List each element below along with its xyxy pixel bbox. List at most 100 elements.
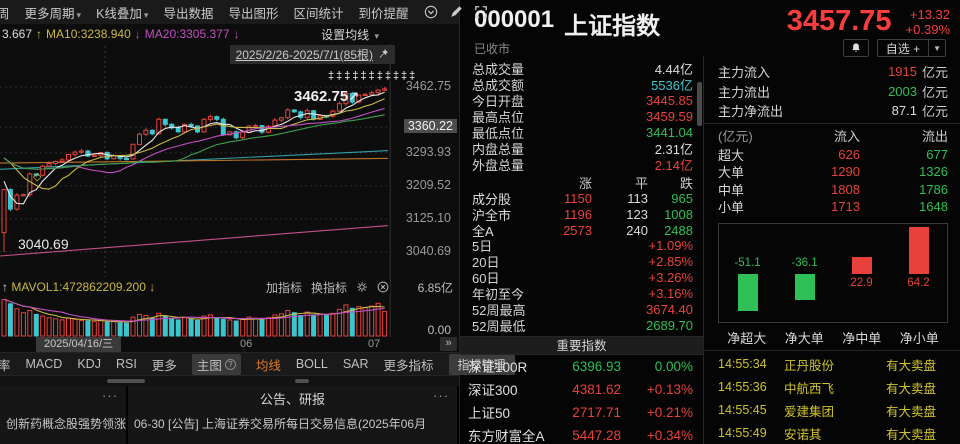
- indicator-tab-率[interactable]: 率: [0, 358, 11, 373]
- flow-label: 主力净流出: [718, 104, 784, 120]
- flow-label: 主力流入: [718, 65, 771, 81]
- close-indicator-icon[interactable]: [377, 281, 389, 293]
- scrollbar-thumb[interactable]: [295, 379, 309, 383]
- indices-scrollbar-thumb[interactable]: [697, 82, 702, 126]
- alert-stock-name: 爱建集团: [784, 404, 835, 419]
- indicator-tab-MACD[interactable]: MACD: [25, 357, 63, 371]
- indicator-tab-BOLL[interactable]: BOLL: [295, 357, 328, 371]
- indicator-tab-KDJ[interactable]: KDJ: [77, 357, 101, 371]
- volume-chart[interactable]: 0.00: [0, 295, 459, 337]
- toolbar-item-6[interactable]: 区间统计: [293, 6, 344, 21]
- alert-stock-name: 中航西飞: [784, 381, 835, 396]
- hot-topic-item[interactable]: 创新药概念股强势领涨: [6, 417, 126, 431]
- stat-row: 外盘总量 2.14亿: [472, 157, 693, 173]
- arrow-up-right-icon: ↗: [348, 89, 360, 104]
- switch-indicator-button[interactable]: 换指标: [310, 280, 347, 295]
- perf-row: 52周最低 2689.70: [472, 318, 693, 334]
- gear-icon[interactable]: [356, 281, 368, 293]
- index-value: 5447.28: [572, 427, 621, 443]
- alert-event: 有大卖盘: [886, 381, 937, 396]
- stat-row: 总成交额 5536亿: [472, 76, 693, 93]
- add-indicator-button[interactable]: 加指标: [265, 280, 302, 295]
- candlestick-chart[interactable]: 2025/2/26-2025/7/1(85根) ‡‡‡‡‡‡‡‡‡‡‡ 3462…: [0, 44, 459, 279]
- stat-value: 3459.59: [646, 108, 693, 124]
- divider: [704, 122, 960, 124]
- more-menu-icon[interactable]: ···: [102, 388, 118, 403]
- indicator-tab-更多[interactable]: 更多: [151, 358, 177, 373]
- toolbar-item-4[interactable]: 导出数据: [163, 6, 214, 21]
- toolbar-item-3[interactable]: K线叠加 ▾: [96, 6, 149, 21]
- flow-table-header: (亿元) 流入 流出: [718, 126, 948, 145]
- trade-alert-row[interactable]: 14:55:45 爱建集团 有大卖盘: [718, 399, 948, 422]
- axis-expand-button[interactable]: »: [440, 337, 457, 351]
- indicator-tab-SAR[interactable]: SAR: [342, 357, 369, 371]
- scrollbar-thumb[interactable]: [107, 379, 145, 383]
- inflow-value: 626: [838, 146, 860, 162]
- index-percent: +0.21%: [646, 404, 693, 420]
- index-row[interactable]: 上证50 2717.71 +0.21%: [460, 401, 703, 424]
- flow-value: 1915: [888, 64, 917, 80]
- perf-value: +1.09%: [648, 237, 693, 253]
- toolbar-item-2[interactable]: 更多周期 ▾: [24, 6, 82, 21]
- hot-topics-header: ···: [0, 386, 126, 410]
- indicator-manage-button[interactable]: 指标管理: [448, 353, 515, 375]
- indicator-tab-均线[interactable]: 均线: [255, 358, 281, 373]
- index-row[interactable]: 东方财富全A 5447.28 +0.34%: [460, 424, 703, 444]
- price-axis-tick: 3293.93: [405, 145, 451, 159]
- announcements-panel: 公告、研报 ··· 06-30 [公告] 上海证券交易所每日交易信息(2025年0…: [128, 386, 457, 444]
- trade-alert-row[interactable]: 14:55:36 中航西飞 有大卖盘: [718, 376, 948, 399]
- peak-price-label: 3462.75↗: [294, 88, 360, 105]
- index-row[interactable]: 深证300 4381.62 +0.13%: [460, 378, 703, 401]
- stock-code: 000001: [474, 6, 555, 33]
- market-stats-column: 总成交量 4.44亿 总成交额 5536亿 今日开盘 3445.85 最高点位 3459.59…: [460, 56, 704, 444]
- indicator-tab-更多指标[interactable]: 更多指标: [383, 358, 434, 373]
- collapse-circle-icon[interactable]: [424, 5, 438, 19]
- chart-scrollbar[interactable]: [0, 376, 459, 386]
- ma-settings-button[interactable]: 设置均线 ▾: [321, 27, 379, 42]
- date-range-tag[interactable]: 2025/2/26-2025/7/1(85根): [229, 45, 395, 64]
- index-value: 6396.93: [572, 358, 621, 374]
- help-circle-icon[interactable]: ?: [224, 358, 236, 370]
- alert-event: 有大卖盘: [886, 427, 937, 442]
- outflow-value: 1786: [919, 181, 948, 197]
- alert-bell-button[interactable]: [842, 39, 869, 57]
- updown-label: 沪全市: [472, 207, 512, 223]
- toolbar-item-5[interactable]: 导出图形: [228, 6, 279, 21]
- order-size-label: 超大: [718, 147, 745, 163]
- perf-row: 5日 +1.09%: [472, 237, 693, 254]
- up-count: 2573: [563, 222, 592, 238]
- index-row[interactable]: 深证100R 6396.93 0.00%: [460, 355, 703, 378]
- flow-table-header-cell: (亿元): [718, 128, 753, 144]
- indicator-tab-主图[interactable]: 主图?: [191, 353, 241, 375]
- pin-icon[interactable]: [378, 48, 389, 62]
- net-flow-bar-chart: -51.1 -36.1 22.9 64.2: [718, 222, 948, 323]
- updown-label: 成分股: [472, 191, 512, 207]
- order-size-label: 小单: [718, 200, 745, 216]
- fullscreen-icon[interactable]: [474, 5, 488, 19]
- quote-panels: 总成交量 4.44亿 总成交额 5536亿 今日开盘 3445.85 最高点位 3459.59…: [460, 56, 960, 444]
- more-menu-icon[interactable]: ···: [433, 388, 449, 403]
- indicator-tab-RSI[interactable]: RSI: [115, 357, 137, 371]
- toolbar-item-7[interactable]: 到价提醒: [358, 6, 409, 21]
- trade-alert-row[interactable]: 14:55:34 正丹股份 有大卖盘: [718, 353, 948, 376]
- perf-value: +3.16%: [648, 285, 693, 301]
- down-count: 965: [671, 190, 693, 206]
- perf-label: 20日: [472, 254, 500, 270]
- toolbar-item-1[interactable]: 周: [0, 6, 10, 21]
- perf-label: 52周最高: [472, 302, 526, 318]
- bottom-news-panels: ··· 创新药概念股强势领涨 公告、研报 ··· 06-30 [公告] 上海证券交…: [0, 386, 459, 444]
- date-range-label: 2025/2/26-2025/7/1(85根): [235, 48, 373, 62]
- announcements-header: 公告、研报 ···: [128, 386, 457, 410]
- add-watchlist-button[interactable]: 自选 +: [878, 39, 930, 57]
- bell-icon: [851, 43, 860, 52]
- watchlist-dropdown-button[interactable]: ▼: [933, 43, 941, 53]
- alert-event: 有大卖盘: [886, 358, 937, 373]
- draw-pen-icon[interactable]: [449, 5, 463, 19]
- updown-row: 全A 2573 240 2488: [472, 221, 693, 239]
- net-flow-bar: [851, 256, 872, 274]
- index-name: 东方财富全A: [468, 429, 545, 444]
- alert-time: 14:55:36: [718, 380, 767, 395]
- announcement-item[interactable]: 06-30 [公告] 上海证券交易所每日交易信息(2025年06月: [134, 417, 427, 431]
- trade-alert-row[interactable]: 14:55:49 安诺其 有大卖盘: [718, 422, 948, 444]
- ma-token-1: 3.667: [2, 27, 33, 41]
